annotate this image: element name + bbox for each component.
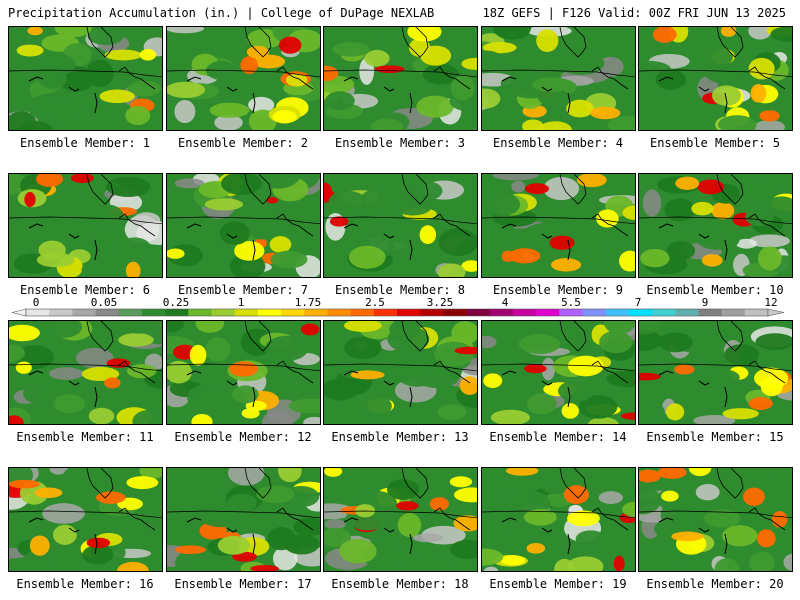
ensemble-map-panel xyxy=(8,26,163,131)
ensemble-member-label: Ensemble Member: 7 xyxy=(177,283,309,297)
ensemble-map-panel xyxy=(166,467,321,572)
ensemble-member-label: Ensemble Member: 18 xyxy=(331,577,469,591)
ensemble-member-label: Ensemble Member: 11 xyxy=(16,430,154,444)
ensemble-map-panel xyxy=(481,320,636,425)
ensemble-member-label: Ensemble Member: 15 xyxy=(646,430,784,444)
ensemble-member-label: Ensemble Member: 17 xyxy=(174,577,312,591)
colorbar-tick-label: 12 xyxy=(764,296,777,309)
ensemble-member-label: Ensemble Member: 1 xyxy=(19,136,151,150)
ensemble-member-label: Ensemble Member: 2 xyxy=(177,136,309,150)
ensemble-member-label: Ensemble Member: 19 xyxy=(489,577,627,591)
colorbar-tick-label: 2.5 xyxy=(365,296,385,309)
ensemble-map-panel xyxy=(323,173,478,278)
precip-map xyxy=(9,468,162,571)
colorbar-tick-label: 1 xyxy=(238,296,245,309)
precip-map xyxy=(482,27,635,130)
precip-map xyxy=(482,321,635,424)
ensemble-map-panel xyxy=(481,26,636,131)
ensemble-member-label: Ensemble Member: 16 xyxy=(16,577,154,591)
ensemble-member-label: Ensemble Member: 10 xyxy=(646,283,784,297)
ensemble-map-panel xyxy=(8,320,163,425)
colorbar-tick-label: 3.25 xyxy=(427,296,454,309)
colorbar-tick-label: 0 xyxy=(33,296,40,309)
ensemble-map-panel xyxy=(638,173,793,278)
precip-map xyxy=(167,27,320,130)
precip-map xyxy=(9,27,162,130)
ensemble-map-panel xyxy=(638,320,793,425)
precip-map xyxy=(9,321,162,424)
precip-map xyxy=(639,321,792,424)
ensemble-map-panel xyxy=(638,26,793,131)
colorbar-tick-label: 0.05 xyxy=(91,296,118,309)
ensemble-member-label: Ensemble Member: 20 xyxy=(646,577,784,591)
ensemble-map-panel xyxy=(323,320,478,425)
precip-map xyxy=(324,174,477,277)
precip-map xyxy=(482,174,635,277)
precip-map xyxy=(167,321,320,424)
ensemble-map-panel xyxy=(166,26,321,131)
ensemble-map-panel xyxy=(166,320,321,425)
map-title: Precipitation Accumulation (in.) | Colle… xyxy=(8,6,435,20)
ensemble-map-panel xyxy=(8,173,163,278)
ensemble-map-panel xyxy=(323,26,478,131)
ensemble-member-label: Ensemble Member: 5 xyxy=(649,136,781,150)
precip-map xyxy=(9,174,162,277)
ensemble-member-label: Ensemble Member: 4 xyxy=(492,136,624,150)
precip-map xyxy=(167,468,320,571)
ensemble-map-panel xyxy=(8,467,163,572)
colorbar-tick-label: 4 xyxy=(502,296,509,309)
ensemble-map-panel xyxy=(481,173,636,278)
ensemble-member-label: Ensemble Member: 12 xyxy=(174,430,312,444)
colorbar-tick-label: 1.75 xyxy=(295,296,322,309)
precip-map xyxy=(324,27,477,130)
precip-map xyxy=(167,174,320,277)
precip-map xyxy=(324,468,477,571)
run-valid-time: 18Z GEFS | F126 Valid: 00Z FRI JUN 13 20… xyxy=(482,6,786,20)
ensemble-map-panel xyxy=(323,467,478,572)
ensemble-map-panel xyxy=(481,467,636,572)
precip-map xyxy=(639,174,792,277)
colorbar-tick-label: 5.5 xyxy=(561,296,581,309)
precip-map xyxy=(482,468,635,571)
colorbar-tick-label: 9 xyxy=(702,296,709,309)
ensemble-member-label: Ensemble Member: 9 xyxy=(492,283,624,297)
precip-map xyxy=(639,468,792,571)
ensemble-member-label: Ensemble Member: 6 xyxy=(19,283,151,297)
precip-map xyxy=(639,27,792,130)
ensemble-map-panel xyxy=(166,173,321,278)
ensemble-map-panel xyxy=(638,467,793,572)
ensemble-member-label: Ensemble Member: 13 xyxy=(331,430,469,444)
ensemble-member-label: Ensemble Member: 8 xyxy=(334,283,466,297)
precip-colorbar: 0 0.05 0.25 1 1.75 2.5 3.25 4 5.5 7 9 12 xyxy=(11,296,785,317)
ensemble-member-label: Ensemble Member: 14 xyxy=(489,430,627,444)
colorbar-tick-label: 0.25 xyxy=(163,296,190,309)
ensemble-member-label: Ensemble Member: 3 xyxy=(334,136,466,150)
colorbar-tick-label: 7 xyxy=(635,296,642,309)
precip-map xyxy=(324,321,477,424)
